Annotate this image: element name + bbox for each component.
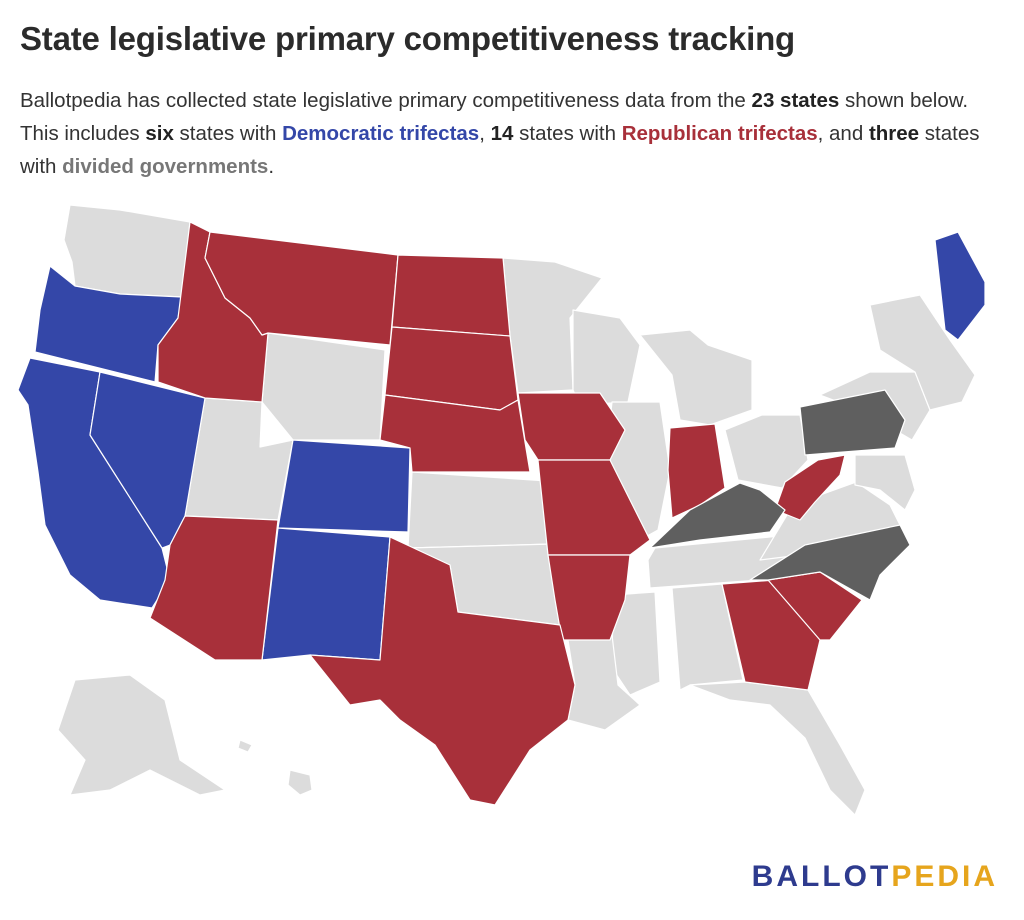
- state-FL: [689, 681, 866, 816]
- state-WY: [261, 332, 386, 441]
- state-TX: [309, 536, 576, 806]
- divided-governments-legend: divided governments: [62, 155, 269, 178]
- state-CO: [277, 439, 411, 533]
- state-HI-2: [287, 769, 313, 796]
- state-NE: [379, 394, 531, 473]
- state-WA: [63, 204, 191, 298]
- state-ND: [391, 254, 511, 337]
- state-PA: [799, 389, 906, 456]
- state-MD-DE-NJ: [854, 454, 916, 511]
- democratic-states: [17, 231, 986, 661]
- us-map: [17, 204, 986, 816]
- state-HI: [237, 739, 253, 753]
- untracked-states: [57, 204, 976, 816]
- state-AK: [57, 674, 226, 796]
- state-KS: [407, 471, 554, 549]
- ballotpedia-logo: BALLOTPEDIA: [751, 860, 998, 893]
- state-NM: [261, 527, 391, 661]
- democratic-trifectas-legend: Democratic trifectas: [282, 122, 480, 145]
- state-ME: [934, 231, 986, 341]
- state-AZ: [149, 515, 279, 661]
- chart-title: State legislative primary competitivenes…: [20, 20, 795, 57]
- state-OH: [724, 414, 809, 489]
- state-KY: [649, 482, 786, 549]
- state-AR: [547, 554, 631, 641]
- divided-states: [649, 389, 911, 601]
- republican-trifectas-legend: Republican trifectas: [621, 122, 818, 145]
- state-WI: [572, 309, 641, 406]
- republican-states: [149, 221, 863, 806]
- subtitle: Ballotpedia has collected state legislat…: [20, 89, 980, 178]
- state-MI: [639, 329, 753, 426]
- state-AL: [671, 583, 744, 691]
- state-NC: [749, 524, 911, 601]
- state-NewEngland: [869, 294, 976, 411]
